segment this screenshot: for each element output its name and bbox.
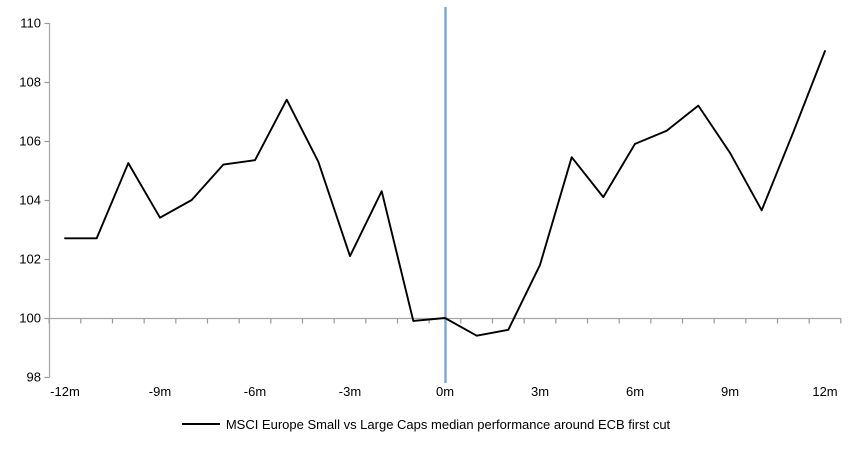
x-tick-label: -6m — [244, 384, 266, 399]
legend-label: MSCI Europe Small vs Large Caps median p… — [225, 416, 671, 432]
x-tick-label: 0m — [436, 384, 454, 399]
x-tick-label: -3m — [339, 384, 361, 399]
y-tick-label: 100 — [19, 311, 41, 326]
y-tick-label: 98 — [27, 370, 41, 385]
chart-legend: MSCI Europe Small vs Large Caps median p… — [0, 415, 852, 433]
y-tick-label: 106 — [19, 134, 41, 149]
x-tick-label: 9m — [721, 384, 739, 399]
x-tick-label: 6m — [626, 384, 644, 399]
y-tick-label: 108 — [19, 75, 41, 90]
series-line — [64, 50, 826, 337]
x-tick-label: -9m — [149, 384, 171, 399]
x-tick-label: 3m — [531, 384, 549, 399]
x-tick-label: -12m — [50, 384, 80, 399]
legend-line-marker — [181, 423, 220, 425]
y-tick-label: 104 — [19, 193, 41, 208]
y-tick-label: 110 — [20, 16, 41, 31]
x-tick-label: 12m — [812, 384, 837, 399]
y-tick-label: 102 — [19, 252, 41, 267]
